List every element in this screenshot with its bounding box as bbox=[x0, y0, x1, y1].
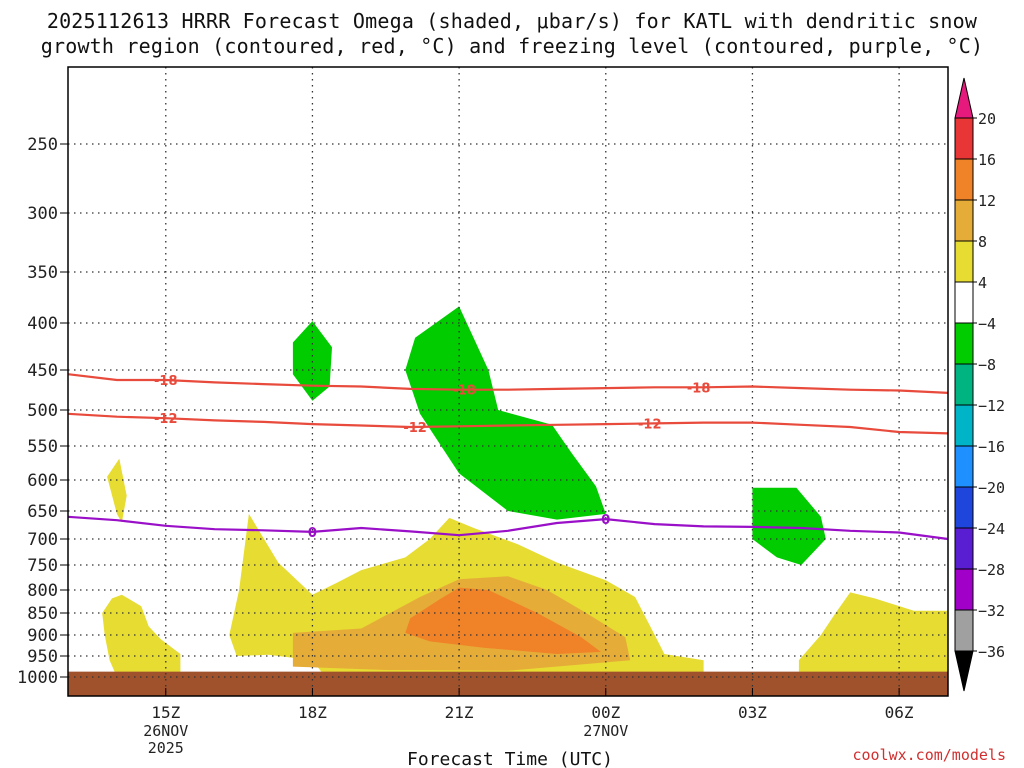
omega-region-6 bbox=[292, 321, 332, 401]
colorbar-segment-4 bbox=[954, 281, 974, 324]
gridlines bbox=[68, 67, 948, 696]
x-tick-date-00Z: 27NOV bbox=[583, 722, 628, 740]
x-tick-label-03Z: 03Z bbox=[738, 703, 767, 722]
colorbar-segment-11 bbox=[954, 568, 974, 611]
colorbar-segment-3 bbox=[954, 240, 974, 283]
contour-layer: -18 -18 -18 -12 -12 -12 0 0 bbox=[67, 373, 949, 541]
y-tick-label-550: 550 bbox=[27, 437, 58, 457]
contour-label-1-2: -12 bbox=[638, 417, 662, 432]
y-tick-label-1000: 1000 bbox=[17, 668, 58, 688]
colorbar-label-8: −16 bbox=[978, 438, 1005, 456]
colorbar-label-10: −24 bbox=[978, 520, 1005, 538]
colorbar-label-4: 4 bbox=[978, 274, 987, 292]
contour-label-0-1: -18 bbox=[452, 384, 476, 399]
contour-label-2-0: 0 bbox=[308, 526, 317, 541]
plot-frame bbox=[67, 66, 949, 697]
colorbar-segment-7 bbox=[954, 404, 974, 447]
x-axis-title: Forecast Time (UTC) bbox=[407, 749, 613, 768]
y-tick-label-500: 500 bbox=[27, 401, 58, 421]
chart-title-line-2: growth region (contoured, red, °C) and f… bbox=[40, 34, 984, 58]
y-tick-label-650: 650 bbox=[27, 502, 58, 522]
colorbar-segment-12 bbox=[954, 609, 974, 652]
contour-label-0-2: -18 bbox=[687, 381, 711, 396]
colorbar-label-2: 12 bbox=[978, 192, 996, 210]
x-tick-label-00Z: 00Z bbox=[591, 703, 620, 722]
contour-label-0-0: -18 bbox=[154, 374, 178, 389]
colorbar-bottom-arrow bbox=[954, 650, 974, 692]
y-axis: 2503003504004505005506006507007508008509… bbox=[17, 135, 68, 688]
colorbar-segment-0 bbox=[954, 117, 974, 160]
contour-line-m18-0 bbox=[67, 373, 949, 394]
y-tick-label-900: 900 bbox=[27, 626, 58, 646]
x-tick-year-15Z: 2025 bbox=[148, 739, 184, 757]
colorbar-label-3: 8 bbox=[978, 233, 987, 251]
x-tick-label-18Z: 18Z bbox=[298, 703, 327, 722]
colorbar-label-12: −32 bbox=[978, 602, 1005, 620]
colorbar-segment-6 bbox=[954, 363, 974, 406]
x-tick-label-06Z: 06Z bbox=[885, 703, 914, 722]
colorbar-legend: 20 16 12 8 4 −4 −8 −12 −16 −20 −24 −28 −32 −36 bbox=[954, 77, 1005, 692]
colorbar-label-5: −4 bbox=[978, 315, 996, 333]
colorbar-label-1: 16 bbox=[978, 151, 996, 169]
colorbar-segment-1 bbox=[954, 158, 974, 201]
x-tick-label-21Z: 21Z bbox=[445, 703, 474, 722]
colorbar-segment-9 bbox=[954, 486, 974, 529]
y-tick-label-750: 750 bbox=[27, 556, 58, 576]
chart-title-line-1: 2025112613 HRRR Forecast Omega (shaded, … bbox=[46, 9, 978, 33]
omega-region-0 bbox=[102, 594, 181, 677]
y-tick-label-350: 350 bbox=[27, 263, 58, 283]
colorbar-label-6: −8 bbox=[978, 356, 996, 374]
contour-label-2-1: 0 bbox=[601, 513, 610, 528]
y-tick-label-250: 250 bbox=[27, 135, 58, 155]
colorbar-segment-2 bbox=[954, 199, 974, 242]
omega-region-5 bbox=[405, 587, 601, 654]
contour-line-0-2 bbox=[67, 515, 949, 541]
credit-text: coolwx.com/models bbox=[852, 746, 1006, 764]
colorbar-label-11: −28 bbox=[978, 561, 1005, 579]
x-tick-label-15Z: 15Z bbox=[151, 703, 180, 722]
y-tick-label-700: 700 bbox=[27, 530, 58, 550]
y-tick-label-850: 850 bbox=[27, 604, 58, 624]
colorbar-segment-5 bbox=[954, 322, 974, 365]
ground-surface bbox=[68, 671, 948, 696]
y-tick-label-400: 400 bbox=[27, 314, 58, 334]
y-tick-label-450: 450 bbox=[27, 361, 58, 381]
y-tick-label-600: 600 bbox=[27, 471, 58, 491]
colorbar-label-13: −36 bbox=[978, 643, 1005, 661]
colorbar-segment-10 bbox=[954, 527, 974, 570]
contour-label-1-1: -12 bbox=[403, 421, 427, 436]
omega-region-7 bbox=[405, 306, 606, 520]
omega-region-2 bbox=[107, 458, 127, 523]
y-tick-label-300: 300 bbox=[27, 204, 58, 224]
x-tick-date-15Z: 26NOV bbox=[143, 722, 188, 740]
colorbar-label-9: −20 bbox=[978, 479, 1005, 497]
y-tick-label-800: 800 bbox=[27, 581, 58, 601]
contour-line-m12-1 bbox=[67, 412, 949, 435]
colorbar-segment-8 bbox=[954, 445, 974, 488]
colorbar-top-arrow bbox=[954, 77, 974, 119]
contour-label-1-0: -12 bbox=[154, 412, 178, 427]
omega-region-8 bbox=[752, 487, 826, 565]
y-tick-label-950: 950 bbox=[27, 647, 58, 667]
colorbar-label-7: −12 bbox=[978, 397, 1005, 415]
colorbar-label-0: 20 bbox=[978, 110, 996, 128]
omega-shading-layer bbox=[102, 306, 948, 677]
